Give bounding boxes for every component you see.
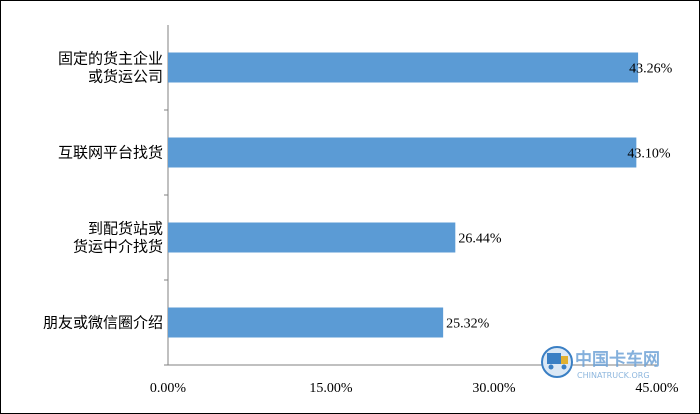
truck-icon bbox=[541, 346, 573, 378]
category-label: 互联网平台找货 bbox=[58, 144, 163, 162]
x-tick-label: 0.00% bbox=[150, 381, 187, 396]
watermark-subtitle: CHINATRUCK.ORG bbox=[577, 371, 650, 380]
bar bbox=[168, 307, 444, 338]
data-label: 25.32% bbox=[446, 317, 490, 332]
watermark-logo: 中国卡车网 CHINATRUCK.ORG bbox=[541, 346, 660, 380]
x-tick-label: 15.00% bbox=[309, 381, 353, 396]
category-label: 朋友或微信圈介绍 bbox=[43, 314, 163, 332]
x-tick-label: 45.00% bbox=[635, 381, 679, 396]
category-label: 货运中介找货 bbox=[73, 238, 163, 256]
data-label: 43.26% bbox=[629, 62, 673, 77]
x-tick-label: 30.00% bbox=[472, 381, 516, 396]
data-label: 26.44% bbox=[458, 232, 502, 247]
watermark-title: 中国卡车网 bbox=[575, 349, 660, 370]
category-label: 到配货站或 bbox=[88, 220, 163, 238]
data-label: 43.10% bbox=[627, 147, 671, 162]
category-label: 固定的货主企业 bbox=[58, 50, 163, 68]
bar bbox=[168, 137, 637, 168]
bar bbox=[168, 222, 456, 253]
category-label: 或货运公司 bbox=[88, 68, 163, 86]
bar bbox=[168, 52, 639, 83]
